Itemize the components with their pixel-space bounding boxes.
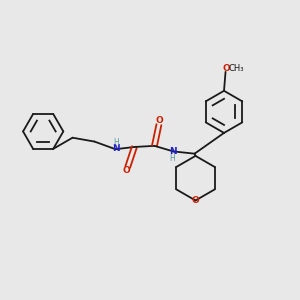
Text: H: H bbox=[113, 138, 119, 147]
Text: CH₃: CH₃ bbox=[229, 64, 244, 73]
Text: O: O bbox=[192, 196, 200, 205]
Text: N: N bbox=[169, 147, 177, 156]
Text: H: H bbox=[169, 154, 175, 163]
Text: O: O bbox=[122, 166, 130, 175]
Text: O: O bbox=[222, 64, 230, 73]
Text: N: N bbox=[112, 144, 119, 153]
Text: O: O bbox=[156, 116, 164, 125]
